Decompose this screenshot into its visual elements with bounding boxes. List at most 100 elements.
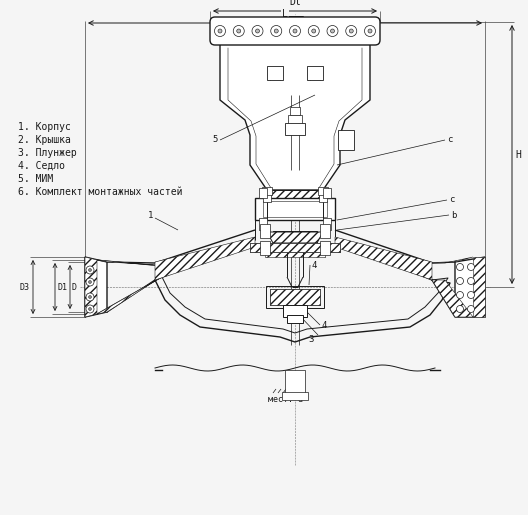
- Bar: [273, 231, 317, 243]
- Text: D: D: [72, 283, 77, 291]
- Text: c: c: [447, 135, 452, 145]
- Circle shape: [327, 26, 338, 37]
- Circle shape: [467, 305, 475, 313]
- Polygon shape: [473, 257, 485, 317]
- Circle shape: [86, 278, 94, 286]
- Circle shape: [89, 307, 91, 311]
- Bar: [319, 194, 327, 202]
- Bar: [255, 198, 335, 220]
- Bar: [288, 115, 302, 123]
- Text: 4. Седло: 4. Седло: [18, 161, 65, 171]
- Text: 1. Корпус: 1. Корпус: [18, 122, 71, 132]
- Circle shape: [86, 266, 94, 274]
- Text: 5: 5: [213, 134, 218, 144]
- Circle shape: [457, 278, 464, 284]
- Bar: [320, 224, 330, 238]
- Circle shape: [233, 26, 244, 37]
- Circle shape: [89, 281, 91, 283]
- Circle shape: [312, 29, 316, 33]
- Bar: [250, 243, 340, 252]
- Polygon shape: [265, 245, 325, 257]
- Polygon shape: [250, 243, 340, 252]
- Bar: [282, 392, 308, 400]
- Polygon shape: [97, 260, 162, 266]
- Text: Dl: Dl: [289, 0, 301, 7]
- Polygon shape: [85, 257, 97, 317]
- Circle shape: [467, 291, 475, 299]
- Polygon shape: [432, 257, 473, 263]
- Circle shape: [364, 26, 375, 37]
- Bar: [290, 107, 300, 115]
- Bar: [287, 315, 303, 323]
- Bar: [262, 187, 272, 195]
- Circle shape: [214, 26, 225, 37]
- Circle shape: [218, 29, 222, 33]
- Circle shape: [256, 29, 259, 33]
- Bar: [259, 218, 267, 230]
- Text: c: c: [449, 196, 455, 204]
- Bar: [259, 188, 267, 198]
- Text: 4: 4: [322, 320, 327, 330]
- Bar: [263, 194, 271, 202]
- Circle shape: [274, 29, 278, 33]
- Text: H: H: [515, 149, 521, 160]
- Polygon shape: [155, 237, 255, 280]
- Text: D1: D1: [57, 283, 67, 291]
- Circle shape: [457, 291, 464, 299]
- Text: D3: D3: [20, 283, 30, 291]
- Text: 2. Крышка: 2. Крышка: [18, 135, 71, 145]
- Circle shape: [289, 26, 300, 37]
- Circle shape: [308, 26, 319, 37]
- Polygon shape: [335, 237, 432, 280]
- Bar: [307, 66, 323, 80]
- Polygon shape: [97, 277, 162, 314]
- Text: 6. Комплект монтажных частей: 6. Комплект монтажных частей: [18, 187, 183, 197]
- Text: 3: 3: [308, 335, 314, 345]
- Bar: [338, 130, 354, 150]
- Polygon shape: [267, 190, 323, 220]
- Circle shape: [252, 26, 263, 37]
- FancyBboxPatch shape: [210, 17, 380, 45]
- Polygon shape: [270, 289, 320, 305]
- Text: мест. d: мест. d: [268, 396, 303, 404]
- Bar: [266, 286, 324, 308]
- Polygon shape: [432, 280, 473, 317]
- Circle shape: [86, 293, 94, 301]
- Circle shape: [346, 26, 357, 37]
- Text: 3. Плунжер: 3. Плунжер: [18, 148, 77, 158]
- Circle shape: [457, 305, 464, 313]
- Circle shape: [237, 29, 241, 33]
- Bar: [267, 66, 283, 80]
- Polygon shape: [455, 257, 485, 317]
- Circle shape: [89, 268, 91, 271]
- Circle shape: [457, 264, 464, 270]
- Circle shape: [86, 305, 94, 313]
- Circle shape: [467, 278, 475, 284]
- Text: 5. МИМ: 5. МИМ: [18, 174, 53, 184]
- Bar: [285, 123, 305, 135]
- Polygon shape: [220, 40, 370, 190]
- Polygon shape: [267, 232, 323, 243]
- Text: b: b: [451, 211, 456, 219]
- Bar: [270, 289, 320, 305]
- Circle shape: [89, 296, 91, 299]
- Bar: [323, 218, 331, 230]
- Polygon shape: [85, 257, 107, 317]
- Bar: [323, 188, 331, 198]
- Text: L: L: [282, 9, 288, 19]
- Circle shape: [467, 264, 475, 270]
- Text: 1: 1: [148, 212, 153, 220]
- Circle shape: [271, 26, 282, 37]
- Circle shape: [349, 29, 353, 33]
- Circle shape: [368, 29, 372, 33]
- Circle shape: [293, 29, 297, 33]
- Bar: [267, 190, 323, 220]
- Bar: [285, 370, 305, 395]
- Bar: [260, 191, 330, 205]
- Text: 4: 4: [312, 261, 317, 269]
- Bar: [263, 201, 327, 217]
- Circle shape: [331, 29, 335, 33]
- Bar: [260, 224, 270, 238]
- Bar: [260, 241, 270, 255]
- Bar: [320, 241, 330, 255]
